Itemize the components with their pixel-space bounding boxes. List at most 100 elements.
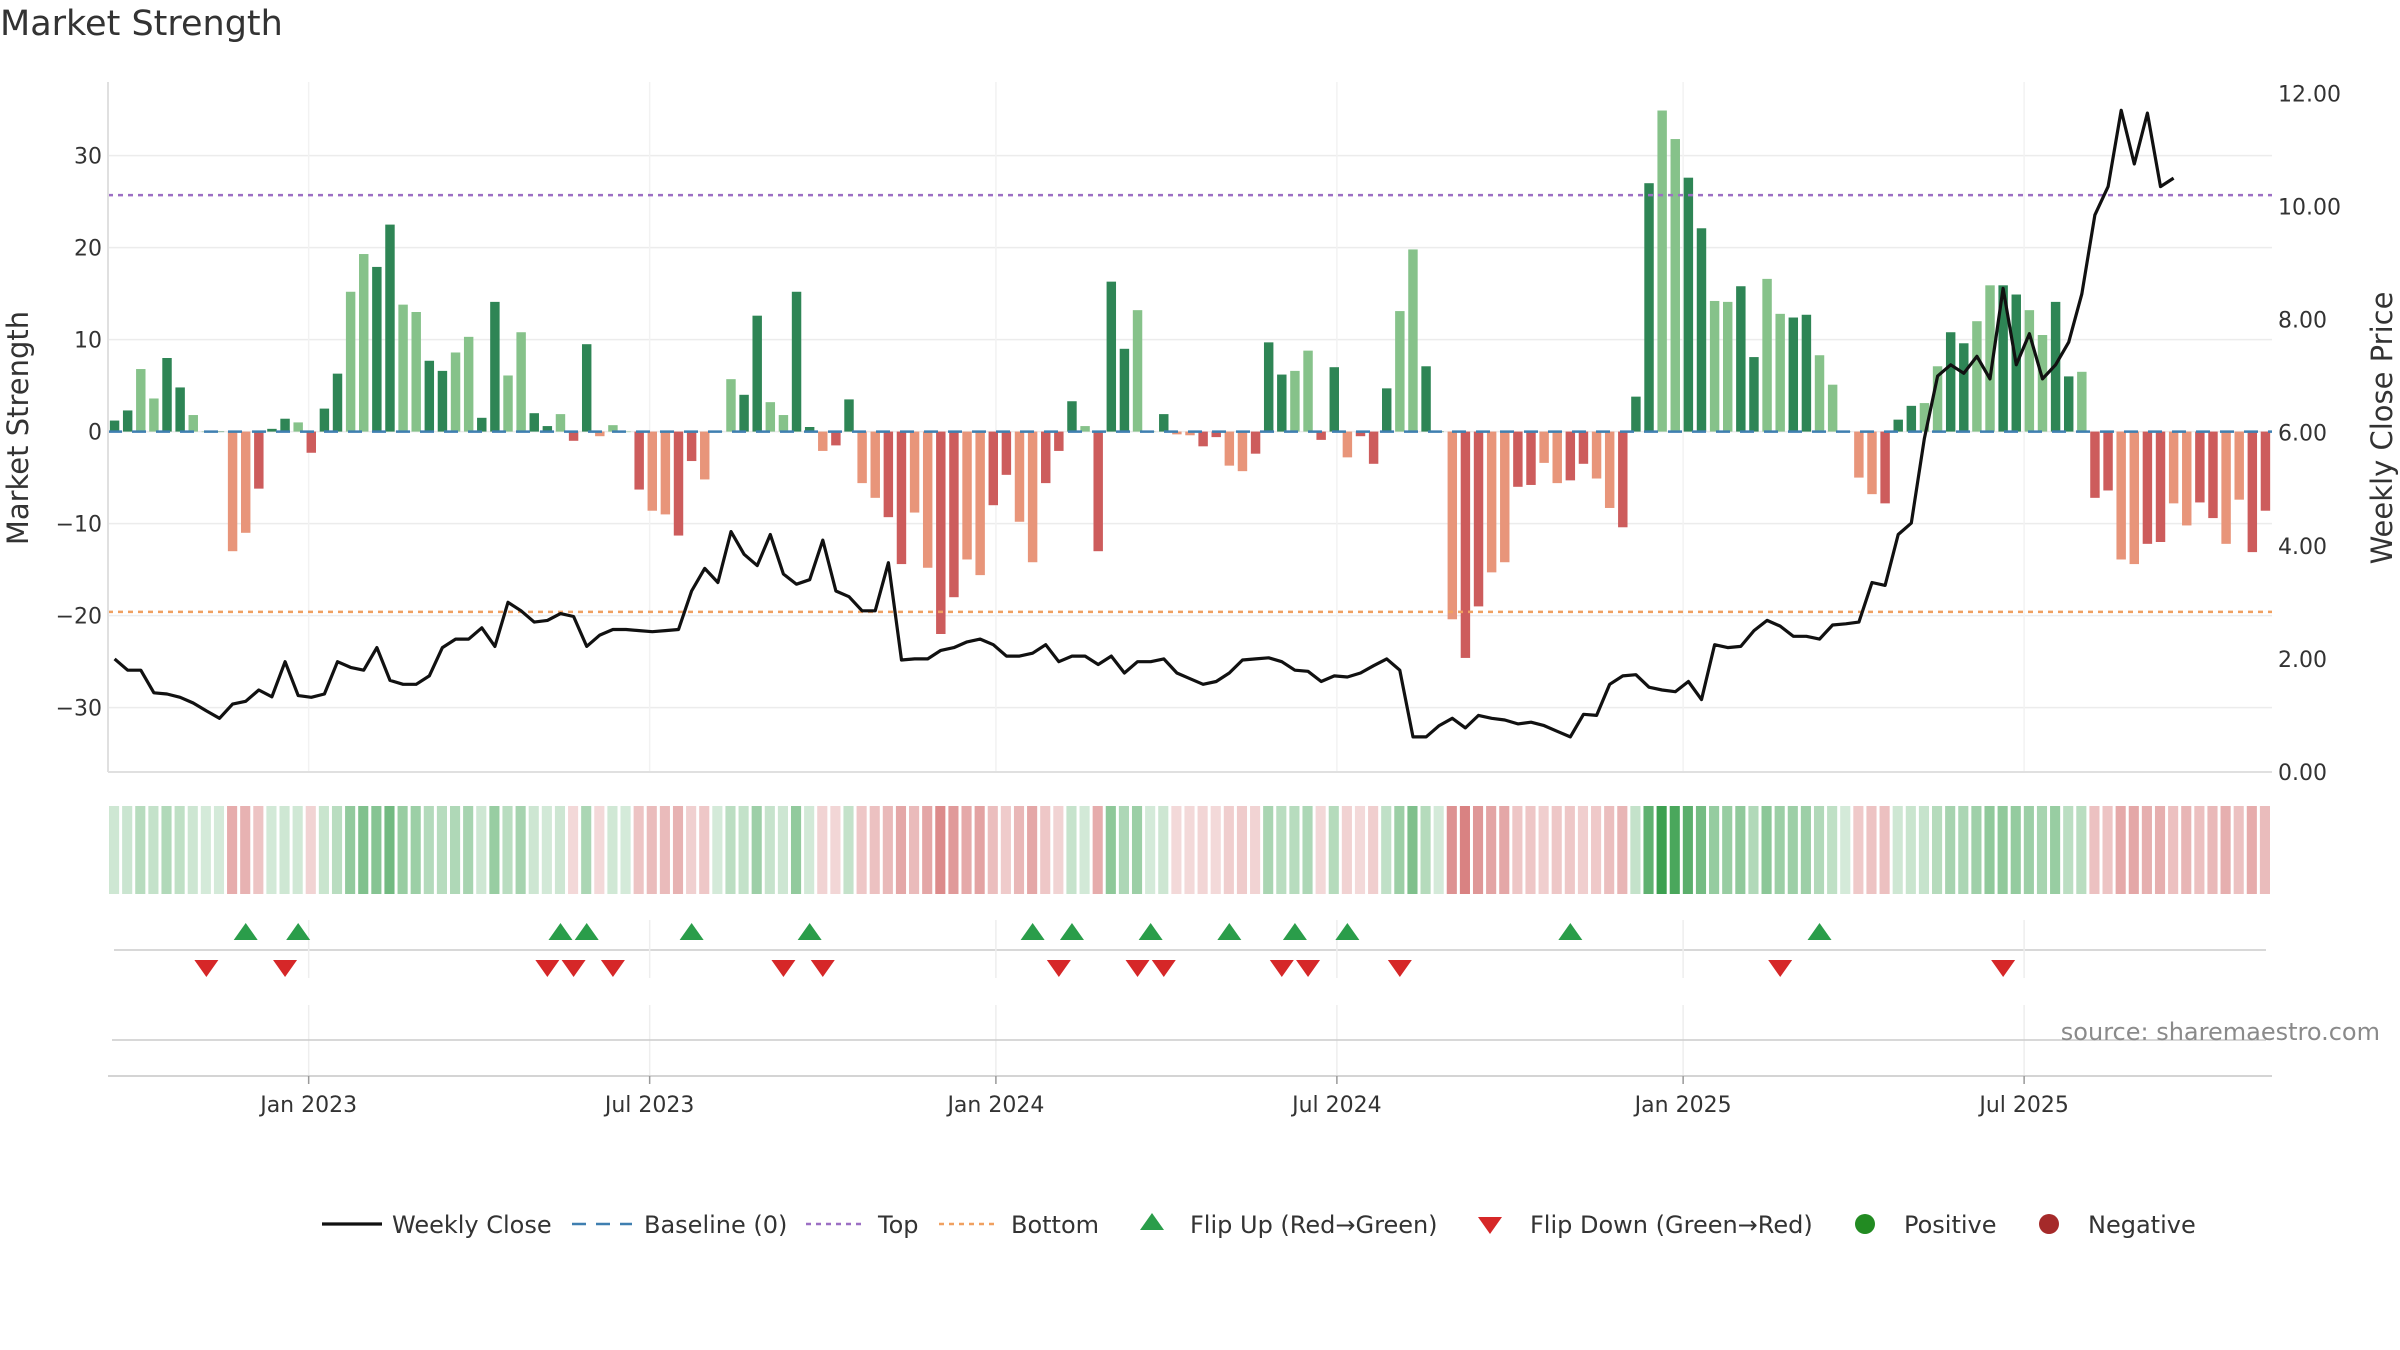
heat-strip-cell bbox=[1407, 806, 1418, 894]
strength-bar bbox=[1788, 317, 1799, 432]
strength-bar bbox=[1342, 431, 1353, 458]
heat-strip-cell bbox=[384, 806, 395, 894]
heat-strip-cell bbox=[895, 806, 907, 894]
strength-bar bbox=[1736, 286, 1746, 432]
strength-bar bbox=[267, 428, 277, 432]
heat-strip-cell bbox=[2115, 806, 2126, 894]
heat-strip-cell bbox=[122, 806, 133, 894]
heat-strip-cell bbox=[1695, 806, 1707, 894]
heat-strip-cell bbox=[148, 806, 159, 894]
strength-bar bbox=[2182, 431, 2192, 526]
heat-strip-cell bbox=[1827, 806, 1838, 894]
strength-bar bbox=[1054, 431, 1064, 451]
strength-bar bbox=[254, 431, 264, 489]
heat-strip-cell bbox=[2063, 806, 2074, 894]
flip-up-marker bbox=[1138, 923, 1163, 940]
heat-strip-cell bbox=[2181, 806, 2192, 894]
heat-strip-cell bbox=[1997, 806, 2008, 894]
strength-bar bbox=[1814, 355, 1825, 432]
weekly-close-line bbox=[113, 108, 2175, 739]
strength-bar bbox=[1513, 431, 1523, 487]
strength-bar bbox=[280, 418, 290, 432]
heat-strip-cell bbox=[1932, 806, 1943, 894]
flip-signal-panel bbox=[114, 920, 2266, 978]
heat-strip-cell bbox=[2259, 806, 2270, 894]
legend-label: Weekly Close bbox=[392, 1211, 552, 1239]
strength-bar bbox=[424, 360, 435, 432]
strength-bar bbox=[1604, 431, 1615, 508]
strength-bar bbox=[700, 431, 710, 480]
strength-bar bbox=[1578, 431, 1589, 464]
heat-strip-cell bbox=[1984, 806, 1995, 894]
x-tick-label: Jan 2025 bbox=[1633, 1093, 1732, 1118]
strength-bar bbox=[1945, 332, 1956, 432]
left-tick-label: 10 bbox=[74, 329, 102, 354]
heat-strip-cell bbox=[1525, 806, 1536, 894]
strength-bar bbox=[1250, 431, 1261, 454]
heat-strip-cell bbox=[2023, 806, 2034, 894]
strength-bar bbox=[1447, 431, 1458, 620]
x-tick-label: Jan 2024 bbox=[945, 1093, 1044, 1118]
heat-strip-cell bbox=[922, 806, 933, 894]
flip-up-marker bbox=[548, 923, 573, 940]
strength-bar bbox=[1263, 342, 1274, 432]
right-tick-label: 8.00 bbox=[2278, 309, 2327, 334]
strength-bar bbox=[2024, 310, 2035, 432]
legend-label: Baseline (0) bbox=[644, 1211, 787, 1239]
flip-down-marker bbox=[535, 960, 560, 977]
heat-strip-cell bbox=[1813, 806, 1825, 894]
strength-bar bbox=[1565, 431, 1576, 481]
heat-strip-cell bbox=[2128, 806, 2139, 894]
legend-label: Top bbox=[877, 1211, 919, 1239]
heat-strip-cell bbox=[1459, 806, 1470, 894]
strength-bar bbox=[975, 431, 985, 576]
heat-strip-cell bbox=[568, 806, 579, 894]
strength-bar bbox=[1631, 396, 1641, 432]
legend-flip-up-icon bbox=[1140, 1213, 1164, 1230]
heat-strip-cell bbox=[397, 806, 408, 894]
heat-strip-cell bbox=[1630, 806, 1641, 894]
legend-label: Flip Up (Red→Green) bbox=[1190, 1211, 1438, 1239]
strength-bar bbox=[293, 422, 303, 432]
strength-bar bbox=[516, 332, 526, 432]
strength-bar bbox=[1224, 431, 1235, 466]
heat-strip-cell bbox=[253, 806, 264, 894]
heat-strip-cell bbox=[279, 806, 290, 894]
strength-bar bbox=[1618, 431, 1628, 528]
strength-bar bbox=[1303, 350, 1313, 432]
axes bbox=[107, 82, 2272, 773]
left-tick-label: −20 bbox=[56, 605, 102, 630]
strength-bar bbox=[595, 431, 605, 437]
heat-strip-cell bbox=[659, 806, 670, 894]
left-tick-label: 0 bbox=[88, 421, 102, 446]
right-tick-label: 2.00 bbox=[2278, 648, 2327, 673]
heat-strip-cell bbox=[423, 806, 434, 894]
heat-strip-cell bbox=[620, 806, 631, 894]
flip-up-marker bbox=[1217, 923, 1242, 940]
strength-bar bbox=[844, 399, 854, 432]
strength-bar bbox=[1500, 431, 1510, 563]
heat-strip-cell bbox=[712, 806, 723, 894]
heat-strip-cell bbox=[1250, 806, 1261, 894]
heat-strip-cell bbox=[1223, 806, 1234, 894]
heat-strip-cell bbox=[1709, 806, 1720, 894]
legend-flip-down-icon bbox=[1478, 1217, 1502, 1234]
strength-bar bbox=[319, 408, 330, 432]
flip-down-marker bbox=[1125, 960, 1150, 977]
strength-bar bbox=[1552, 431, 1562, 484]
strength-bar bbox=[2247, 431, 2258, 553]
flip-down-marker bbox=[1991, 960, 2016, 977]
heat-strip-cell bbox=[2076, 806, 2087, 894]
strength-bar bbox=[162, 358, 172, 432]
right-tick-label: 0.00 bbox=[2278, 761, 2327, 786]
strength-bar bbox=[1093, 431, 1103, 552]
left-tick-label: −10 bbox=[56, 513, 102, 538]
source-label: source: sharemaestro.com bbox=[2061, 1018, 2380, 1046]
heat-strip-cell bbox=[1905, 806, 1916, 894]
strength-bar bbox=[306, 431, 317, 453]
strength-bar bbox=[332, 373, 343, 432]
strength-bar bbox=[345, 291, 356, 432]
heat-strip-cell bbox=[646, 806, 657, 894]
strength-bar bbox=[2168, 431, 2179, 504]
